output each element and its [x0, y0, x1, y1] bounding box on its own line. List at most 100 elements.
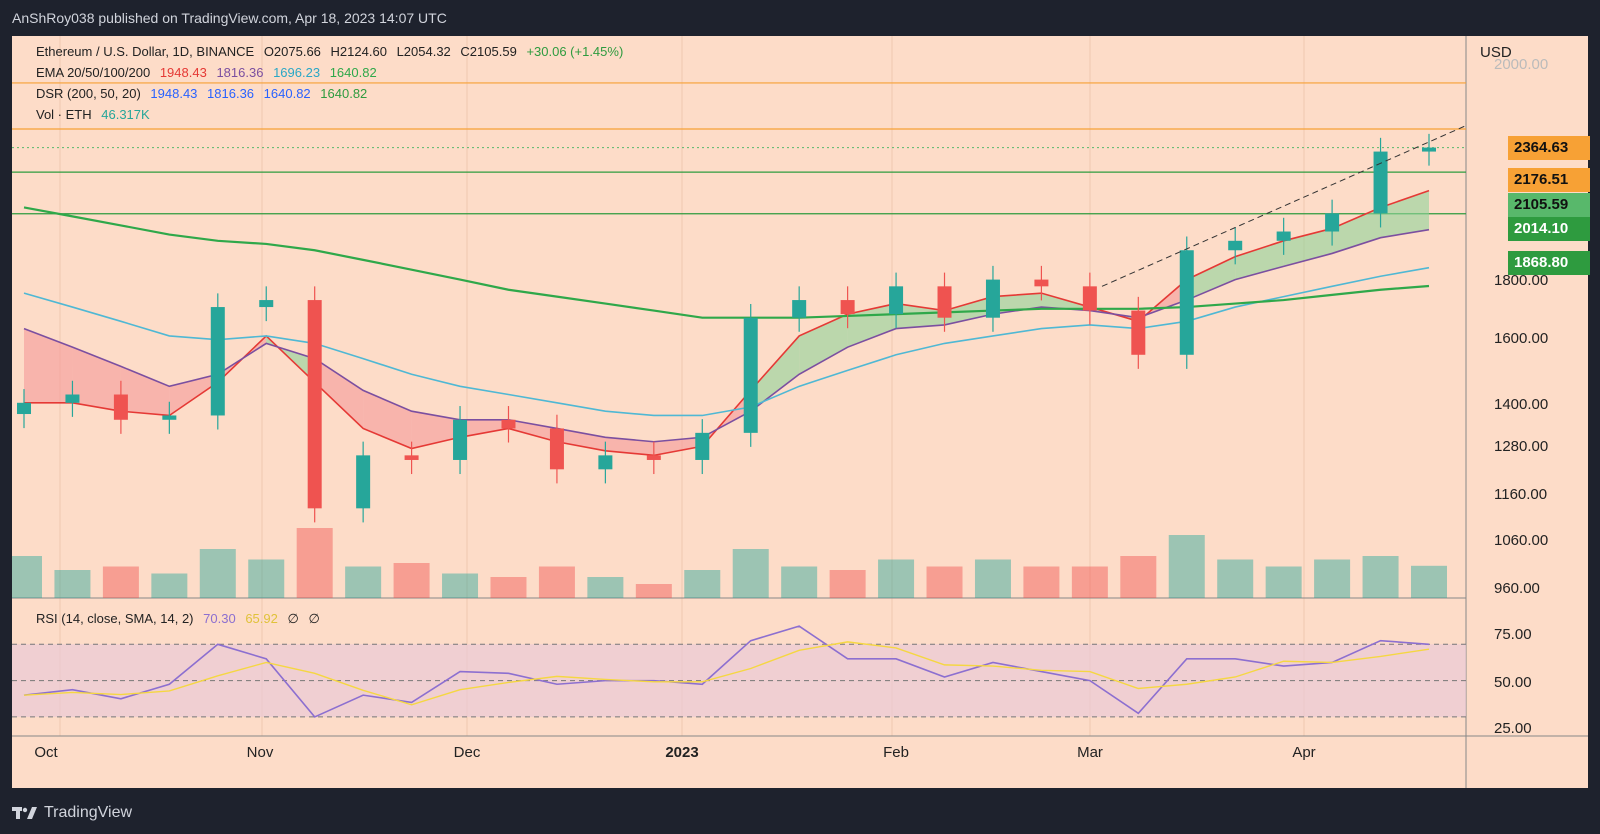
ema200-line	[23, 206, 1430, 319]
candle-body	[1228, 240, 1243, 251]
dsr-value-4: 1640.82	[320, 86, 368, 101]
volume-bar	[199, 549, 236, 598]
time-label-mar: Mar	[1077, 744, 1103, 761]
volume-bar	[1411, 565, 1447, 598]
volume-bar	[1362, 556, 1399, 598]
volume-bar	[12, 556, 42, 598]
candle-body	[210, 307, 225, 416]
ribbon-segment	[1186, 256, 1236, 301]
time-label-2023: 2023	[665, 744, 699, 761]
candle-body	[985, 279, 1000, 318]
ribbon-segment	[508, 419, 557, 442]
candle-body	[356, 455, 371, 509]
ribbon-segment	[72, 347, 121, 412]
ema20-line	[24, 189, 1430, 457]
rsi-tick-50: 50.00	[1494, 674, 1532, 691]
ribbon-segment	[1380, 190, 1429, 238]
volume-bar	[1168, 535, 1205, 598]
ribbon-segment	[750, 335, 800, 412]
volume-bar	[538, 566, 575, 598]
candle-body	[162, 415, 177, 420]
tradingview-brand: TradingView	[44, 804, 133, 821]
candle-body	[65, 394, 80, 403]
ribbon-segment	[653, 437, 703, 456]
time-label-nov: Nov	[246, 744, 274, 761]
rsi-tick-25: 25.00	[1494, 720, 1532, 737]
candle-body	[113, 394, 128, 420]
price-tick-2: 1600.00	[1494, 330, 1549, 347]
legend-volume-row[interactable]: Vol · ETH 46.317K	[36, 107, 156, 122]
time-label-apr: Apr	[1292, 744, 1316, 761]
candle-body	[501, 419, 516, 429]
ribbon-segment	[314, 358, 364, 429]
price-chart[interactable]	[12, 36, 1588, 788]
legend-ema-row[interactable]: EMA 20/50/100/200 1948.43 1816.36 1696.2…	[36, 65, 383, 80]
volume-label: Vol · ETH	[36, 107, 92, 122]
candle-body	[695, 432, 710, 460]
rsi-band	[12, 644, 1466, 717]
legend-symbol-row: Ethereum / U.S. Dollar, 1D, BINANCE O207…	[36, 44, 629, 59]
ohlc-high: H2124.60	[330, 44, 387, 59]
volume-bar	[635, 584, 672, 598]
rsi-line	[23, 625, 1430, 718]
ema50-line	[23, 228, 1430, 443]
volume-bar	[442, 573, 479, 598]
volume-bar	[878, 559, 915, 598]
ema-ribbon	[24, 190, 1429, 456]
volume-bar	[587, 577, 624, 598]
ribbon-segment	[1235, 240, 1284, 280]
rsi-sma-line	[23, 641, 1430, 706]
candle-body	[1422, 147, 1436, 152]
candle-body	[889, 286, 904, 315]
rsi-sma-value: 65.92	[245, 611, 278, 626]
rsi-pane	[12, 625, 1466, 718]
ema100-line	[23, 266, 1430, 417]
ohlc-change: +30.06 (+1.45%)	[526, 44, 624, 59]
ema-lines	[23, 189, 1430, 457]
footer-bar: TradingView	[0, 792, 1600, 834]
ribbon-segment	[556, 428, 606, 451]
candle-body	[307, 300, 322, 509]
currency-label[interactable]: USD	[1480, 44, 1512, 61]
volume-bar	[1265, 566, 1302, 598]
volume-bar	[732, 549, 769, 598]
legend-rsi-row[interactable]: RSI (14, close, SMA, 14, 2) 70.30 65.92 …	[36, 611, 326, 627]
grid	[12, 36, 1588, 788]
symbol-name: Ethereum / U.S. Dollar, 1D, BINANCE	[36, 44, 255, 59]
volume-bar	[248, 559, 285, 598]
volume-bar	[781, 566, 818, 598]
volume-bar	[684, 570, 721, 598]
candle-body	[1034, 279, 1049, 287]
volume-bar	[345, 566, 382, 598]
volume-bar	[829, 570, 866, 598]
volume-bar	[1314, 559, 1351, 598]
rsi-extra-1: ∅	[287, 611, 299, 626]
volume-value: 46.317K	[101, 107, 150, 122]
ribbon-segment	[169, 374, 218, 416]
trendline	[1101, 125, 1467, 287]
candle-body	[1082, 286, 1097, 311]
rsi-extra-2: ∅	[308, 611, 320, 626]
volume-bar	[102, 566, 139, 598]
candle-body	[549, 428, 564, 470]
ema-label: EMA 20/50/100/200	[36, 65, 151, 80]
price-tick-1: 1800.00	[1494, 272, 1549, 289]
horizontal-levels	[12, 82, 1466, 215]
price-tick-5: 1160.00	[1494, 486, 1548, 503]
candle-body	[453, 419, 468, 460]
volume-bar	[151, 573, 188, 598]
ema200-value: 1640.82	[329, 65, 377, 80]
time-label-oct: Oct	[34, 744, 58, 761]
rsi-value: 70.30	[203, 611, 236, 626]
tradingview-logo[interactable]: TradingView	[12, 804, 132, 822]
trendline-dashed	[1101, 125, 1467, 287]
rsi-tick-75: 75.00	[1494, 626, 1532, 643]
candle-body	[792, 300, 807, 318]
candle-body	[17, 402, 31, 415]
ohlc-open: O2075.66	[263, 44, 321, 59]
volume-bar	[974, 559, 1011, 598]
candles	[17, 133, 1436, 523]
candle-body	[937, 286, 952, 318]
legend-dsr-row[interactable]: DSR (200, 50, 20) 1948.43 1816.36 1640.8…	[36, 86, 373, 101]
tradingview-logo-icon	[12, 807, 37, 819]
